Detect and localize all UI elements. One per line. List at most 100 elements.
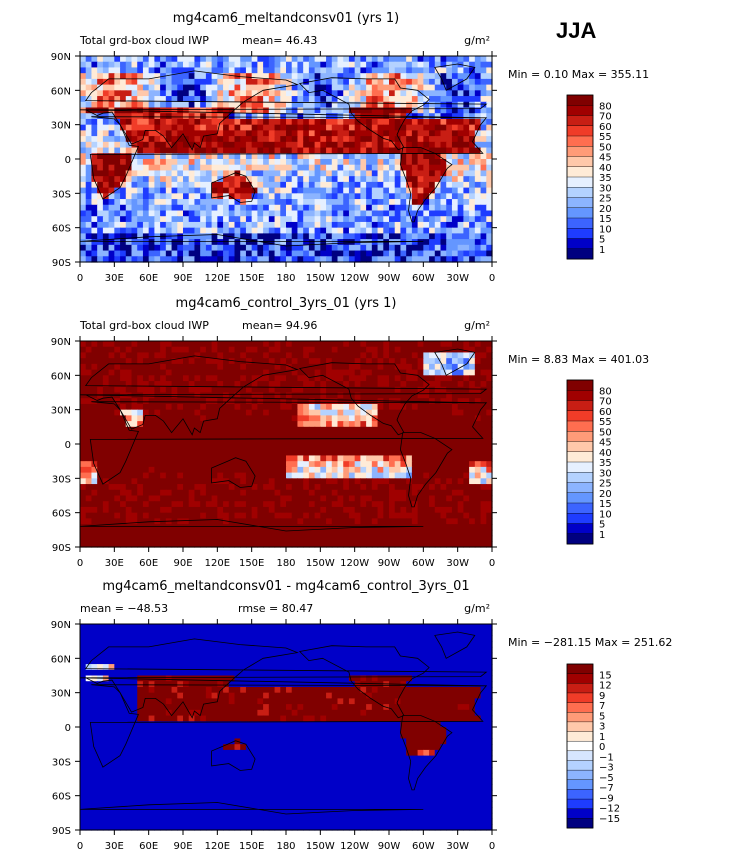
heatmap-cell [114,432,121,439]
heatmap-cell [394,375,402,382]
heatmap-cell [142,415,150,422]
heatmap-cell [194,386,201,394]
heatmap-cell [188,506,196,514]
heatmap-cell [234,432,241,439]
heatmap-cell [354,176,361,183]
heatmap-cell [183,432,190,439]
heatmap-cell [125,256,133,263]
heatmap-cell [446,181,453,189]
heatmap-cell [91,204,98,212]
heatmap-cell [80,461,87,468]
heatmap-cell [160,90,167,97]
heatmap-cell [394,449,402,457]
heatmap-cell [251,386,258,394]
heatmap-cell [314,101,321,109]
heatmap-cell [417,233,424,240]
heatmap-cell [240,164,247,172]
heatmap-cell [217,181,224,189]
heatmap-cell [142,210,150,217]
heatmap-cell [217,90,224,97]
heatmap-cell [183,375,190,382]
heatmap-cell [200,113,207,120]
heatmap-cell [297,250,304,257]
heatmap-cell [183,216,190,223]
heatmap-cell [389,375,396,382]
heatmap-cell [474,130,482,137]
heatmap-cell [286,164,293,172]
y-tick-label: 60N [51,86,71,97]
heatmap-cell [423,61,430,69]
heatmap-cell [183,107,190,114]
heatmap-cell [486,147,493,154]
heatmap-cell [154,461,161,468]
heatmap-cell [463,358,470,365]
heatmap-cell [354,501,361,508]
heatmap-cell [188,221,196,229]
heatmap-cell [217,449,224,457]
heatmap-cell [188,381,196,388]
heatmap-cell [383,478,390,485]
heatmap-cell [331,164,339,172]
heatmap-cell [183,506,190,514]
heatmap-cell [451,216,459,223]
heatmap-cell [423,478,430,485]
heatmap-cell [389,466,396,474]
heatmap-cell [457,164,464,172]
heatmap-cell [480,256,487,263]
heatmap-cell [251,78,258,86]
heatmap-cell [280,381,287,388]
heatmap-cell [429,461,436,468]
heatmap-cell [240,512,247,519]
heatmap-cell [469,358,476,365]
heatmap-cell [160,256,167,263]
heatmap-cell [429,210,436,217]
heatmap-cell [211,369,218,376]
heatmap-cell [326,501,333,508]
heatmap-cell [102,101,110,109]
heatmap-cell [291,73,299,80]
colorbar-label: 40 [599,163,612,174]
heatmap-cell [245,506,253,514]
heatmap-cell [80,506,87,514]
heatmap-cell [234,176,241,183]
heatmap-cell [91,239,98,246]
heatmap-cell [263,489,270,497]
heatmap-cell [217,96,224,103]
heatmap-cell [411,78,419,86]
heatmap-cell [148,398,155,405]
heatmap-cell [257,73,264,80]
heatmap-cell [188,181,196,189]
heatmap-cell [211,61,218,69]
heatmap-cell [85,381,93,388]
colorbar-label: 10 [599,224,612,235]
heatmap-cell [383,512,390,519]
heatmap-cell [160,466,167,474]
heatmap-cell [480,244,487,252]
heatmap-cell [205,466,213,474]
heatmap-cell [291,501,299,508]
heatmap-cell [429,221,436,229]
heatmap-cell [331,216,339,223]
heatmap-cell [286,130,293,137]
heatmap-cell [154,210,161,217]
heatmap-cell [251,204,258,212]
heatmap-cell [142,239,150,246]
heatmap-cell [463,484,470,491]
heatmap-cell [91,227,98,234]
heatmap-cell [440,478,447,485]
heatmap-cell [389,164,396,172]
heatmap-cell [406,181,413,189]
heatmap-cell [234,141,241,149]
y-tick-label: 30S [52,189,71,200]
heatmap-cell [177,346,184,354]
heatmap-cell [291,438,299,445]
heatmap-cell [348,375,356,382]
heatmap-cell [160,204,167,212]
heatmap-cell [91,147,98,154]
heatmap-cell [211,233,218,240]
heatmap-cell [154,506,161,514]
heatmap-cell [257,147,264,154]
heatmap-cell [303,409,310,416]
heatmap-cell [308,73,316,80]
heatmap-cell [400,216,407,223]
